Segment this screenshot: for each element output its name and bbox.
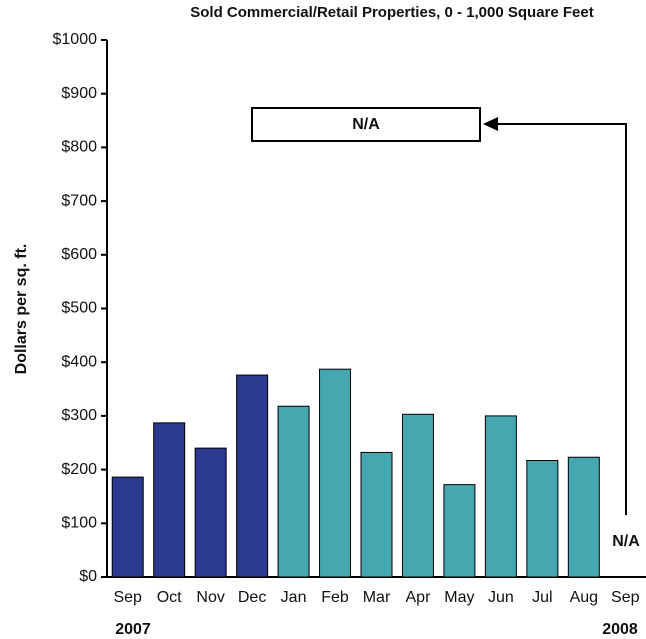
y-tick-label: $500 bbox=[61, 300, 97, 317]
x-tick-label: Apr bbox=[406, 589, 432, 606]
bar bbox=[484, 415, 517, 578]
arrow-head bbox=[483, 117, 498, 131]
y-tick-label: $300 bbox=[61, 407, 97, 424]
bar bbox=[277, 405, 310, 578]
x-tick-label: Feb bbox=[321, 589, 349, 606]
x-tick-label: Mar bbox=[363, 589, 391, 606]
x-tick-label: Oct bbox=[157, 589, 182, 606]
y-tick-label: $0 bbox=[79, 568, 97, 585]
x-tick-label: Jan bbox=[281, 589, 307, 606]
bar bbox=[111, 476, 144, 578]
year-label: 2007 bbox=[115, 621, 151, 638]
y-tick-label: $100 bbox=[61, 515, 97, 532]
y-tick-label: $900 bbox=[61, 85, 97, 102]
x-tick-label: Jul bbox=[532, 589, 552, 606]
bar bbox=[236, 374, 269, 578]
bar bbox=[526, 459, 559, 578]
x-tick-label: Dec bbox=[238, 589, 266, 606]
x-tick-label: Aug bbox=[570, 589, 598, 606]
x-tick-label: Jun bbox=[488, 589, 514, 606]
x-tick-label: Nov bbox=[196, 589, 224, 606]
bar bbox=[567, 456, 600, 578]
bar bbox=[319, 368, 352, 578]
bar bbox=[360, 451, 393, 578]
y-tick-label: $800 bbox=[61, 139, 97, 156]
year-label: 2008 bbox=[602, 621, 638, 638]
x-tick-label: Sep bbox=[113, 589, 142, 606]
y-tick-label: $400 bbox=[61, 353, 97, 370]
arrow-line bbox=[496, 123, 627, 515]
x-tick-label: May bbox=[444, 589, 474, 606]
bar bbox=[401, 413, 434, 578]
bar bbox=[443, 484, 476, 578]
x-tick-label: Sep bbox=[611, 589, 640, 606]
na-box-label: N/A bbox=[352, 116, 380, 133]
chart-title: Sold Commercial/Retail Properties, 0 - 1… bbox=[190, 4, 593, 21]
bar bbox=[194, 447, 227, 578]
y-tick-label: $700 bbox=[61, 192, 97, 209]
na-label: N/A bbox=[612, 533, 640, 550]
y-axis-title: Dollars per sq. ft. bbox=[13, 244, 30, 375]
na-box bbox=[251, 107, 481, 142]
y-tick-label: $200 bbox=[61, 461, 97, 478]
y-tick-label: $600 bbox=[61, 246, 97, 263]
y-tick-label: $1000 bbox=[53, 31, 98, 48]
bar bbox=[153, 422, 186, 578]
